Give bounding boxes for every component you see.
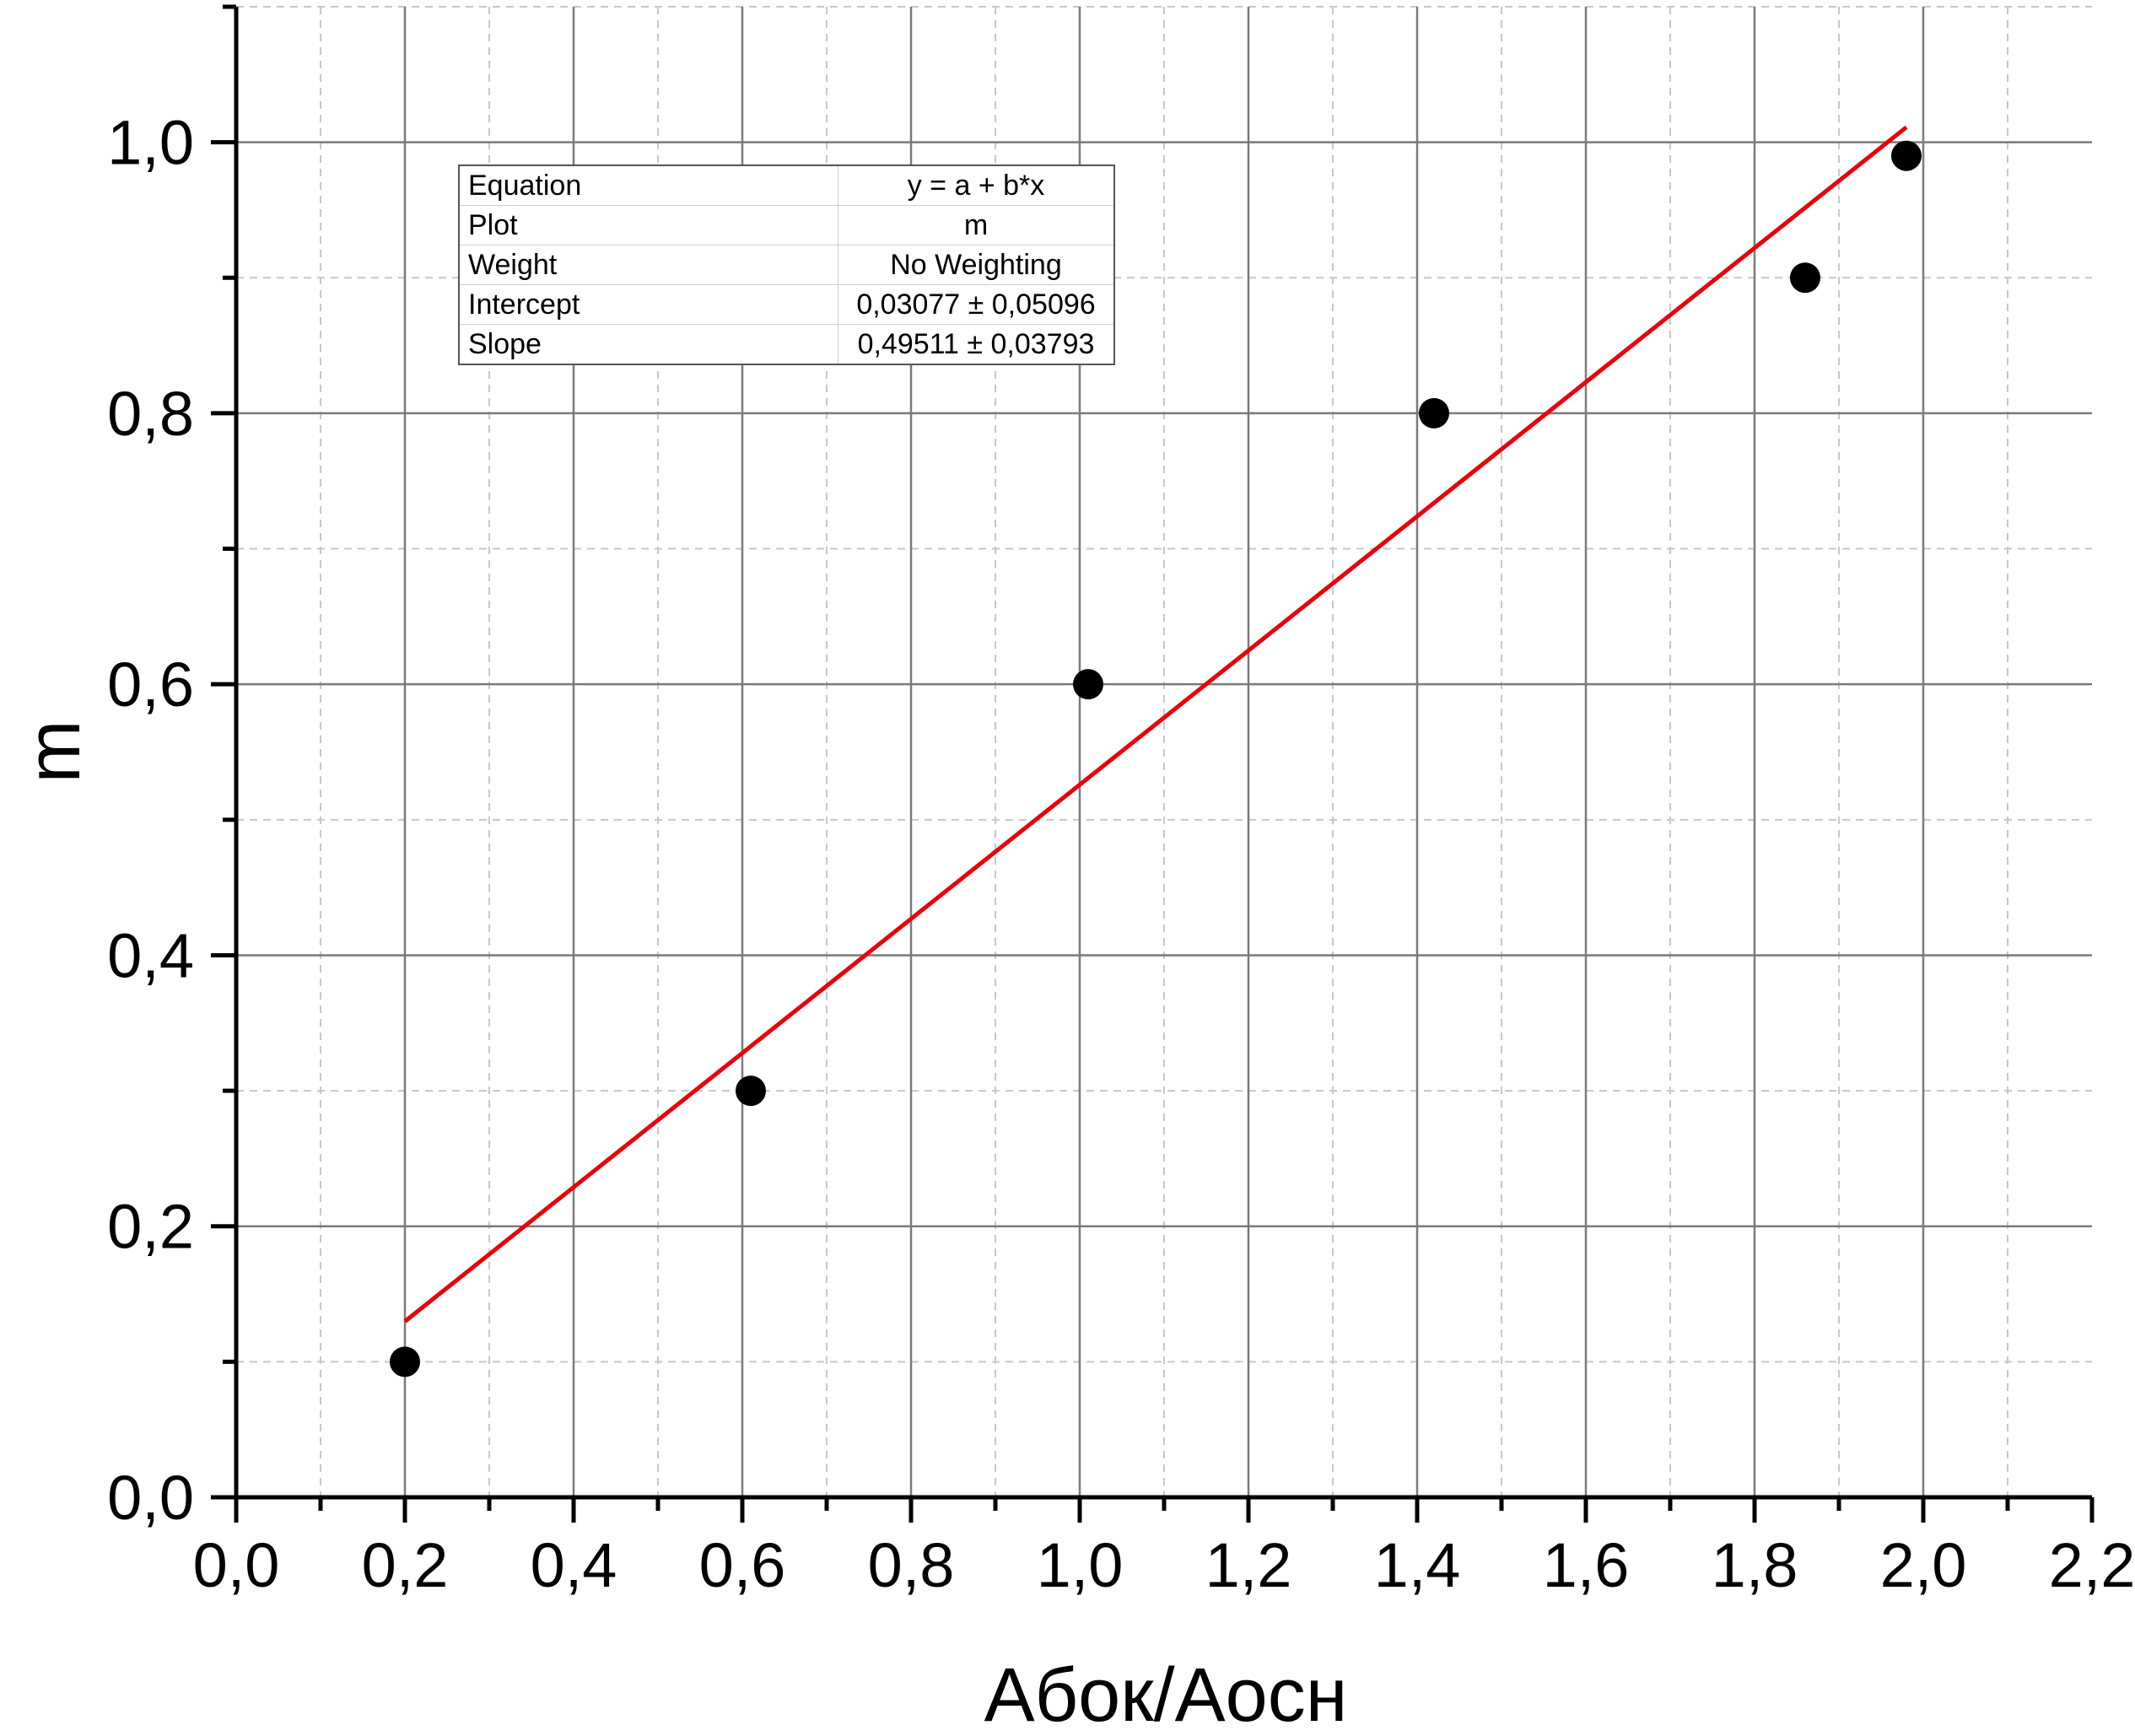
data-point [1073,669,1103,700]
y-tick-label: 0,0 [107,1463,194,1533]
fit-value: 0,49511 ± 0,03793 [838,324,1115,365]
x-tick-label: 0,2 [362,1530,449,1600]
x-tick-label: 2,2 [2049,1530,2135,1600]
fit-line-group [403,125,1908,1324]
fit-key: Slope [458,324,838,365]
data-point [736,1076,766,1107]
x-tick-label: 1,2 [1205,1530,1292,1600]
tick-labels: 0,0 0,2 0,4 0,6 0,8 1,0 1,2 1,4 1,6 1,8 2,0 2,2 0,0 0… [107,108,2135,1600]
ticks [211,4,2095,1523]
x-tick-label: 2,0 [1880,1530,1967,1600]
grid-major [236,7,2092,1497]
fit-row-equation: Equation y = a + b*x [458,164,1115,206]
x-tick-label: 0,0 [193,1530,280,1600]
y-tick-label: 0,8 [107,379,194,449]
fit-row-weight: Weight No Weighting [458,245,1115,285]
fit-key: Plot [458,205,838,245]
x-tick-label: 0,8 [868,1530,955,1600]
x-tick-label: 1,6 [1543,1530,1630,1600]
fit-row-plot: Plot m [458,205,1115,245]
y-axis-title: m [12,720,96,784]
data-point [1790,262,1820,294]
fit-line [403,125,1908,1324]
x-tick-label: 0,4 [531,1530,617,1600]
fit-value: 0,03077 ± 0,05096 [838,284,1115,325]
x-tick-label: 1,4 [1374,1530,1461,1600]
y-tick-label: 0,6 [107,650,194,720]
fit-key: Weight [458,245,838,285]
x-axis-title: Абок/Аосн [984,1653,1348,1736]
data-point [1891,140,1922,171]
fit-row-intercept: Intercept 0,03077 ± 0,05096 [458,284,1115,325]
fit-key: Equation [458,164,838,206]
x-tick-label: 0,6 [699,1530,786,1600]
fit-value: No Weighting [838,245,1115,285]
fit-value: m [838,205,1115,245]
fit-value: y = a + b*x [838,164,1115,206]
data-point [1419,397,1449,429]
y-tick-label: 1,0 [107,108,194,178]
y-tick-label: 0,4 [107,920,194,990]
data-points [390,140,1922,1377]
x-tick-label: 1,0 [1037,1530,1124,1600]
x-tick-label: 1,8 [1712,1530,1798,1600]
fit-key: Intercept [458,284,838,325]
data-point [390,1346,420,1377]
fit-row-slope: Slope 0,49511 ± 0,03793 [458,324,1115,365]
fit-results-table: Equation y = a + b*x Plot m Weight No We… [458,164,1115,365]
y-tick-label: 0,2 [107,1192,194,1262]
